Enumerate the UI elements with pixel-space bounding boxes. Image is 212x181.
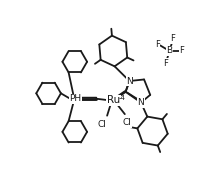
Text: F: F [179,47,184,56]
Text: F: F [171,34,176,43]
Text: F: F [163,59,168,68]
Text: B: B [166,47,173,56]
Text: Cl: Cl [97,120,106,129]
Text: Ru: Ru [107,95,120,105]
Text: F: F [155,40,160,49]
Text: PH: PH [70,94,82,103]
Text: N: N [126,77,133,85]
Text: -4: -4 [119,95,126,101]
Text: Cl: Cl [123,118,132,127]
Text: N: N [138,98,144,107]
